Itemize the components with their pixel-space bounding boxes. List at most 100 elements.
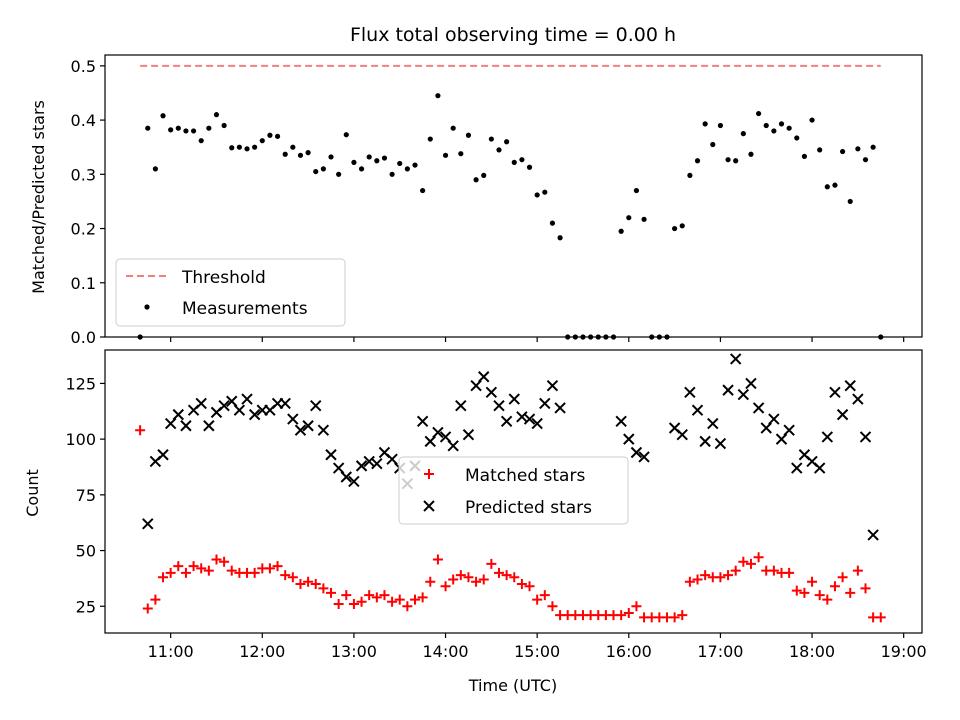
data-point-measurement bbox=[229, 145, 235, 151]
data-point-predicted bbox=[836, 408, 849, 421]
data-point-matched bbox=[532, 594, 543, 605]
bottom-axes-frame bbox=[104, 349, 923, 634]
data-point-matched bbox=[158, 572, 169, 583]
data-point-predicted bbox=[317, 424, 330, 436]
bottom-y-tick-label: 50 bbox=[76, 542, 96, 561]
data-point-matched bbox=[547, 601, 558, 612]
data-point-predicted bbox=[157, 449, 169, 461]
data-point-matched bbox=[845, 587, 856, 598]
top-y-tick-label: 0.3 bbox=[71, 165, 96, 184]
data-point-predicted bbox=[287, 413, 299, 425]
data-point-measurement bbox=[206, 125, 212, 131]
data-point-predicted bbox=[462, 428, 475, 441]
data-point-matched bbox=[348, 599, 359, 610]
legend-box bbox=[115, 258, 346, 327]
data-point-predicted bbox=[729, 353, 742, 365]
data-point-measurement bbox=[267, 132, 273, 138]
data-point-measurement bbox=[733, 158, 739, 164]
data-point-measurement bbox=[313, 168, 319, 175]
data-point-matched bbox=[753, 552, 764, 563]
data-point-measurement bbox=[366, 154, 372, 160]
data-point-predicted bbox=[859, 431, 872, 443]
bottom-x-tick-label: 15:00 bbox=[514, 642, 560, 661]
data-point-measurement bbox=[839, 148, 846, 155]
data-point-predicted bbox=[478, 371, 490, 383]
data-point-predicted bbox=[485, 386, 498, 399]
data-point-measurement bbox=[740, 131, 746, 137]
bottom-y-tick-label: 25 bbox=[76, 597, 96, 616]
bottom-x-tick-label: 19:00 bbox=[881, 642, 927, 661]
data-point-matched bbox=[684, 576, 695, 587]
data-point-matched bbox=[364, 590, 375, 601]
data-point-measurement bbox=[175, 125, 181, 131]
data-point-predicted bbox=[218, 400, 230, 412]
legend-matched-swatch bbox=[424, 469, 434, 479]
data-point-predicted bbox=[340, 471, 352, 483]
data-point-measurement bbox=[855, 146, 861, 152]
data-point-matched bbox=[738, 556, 749, 567]
data-point-measurement bbox=[397, 160, 403, 167]
data-point-predicted bbox=[500, 415, 513, 428]
data-point-matched bbox=[165, 567, 176, 578]
data-point-predicted bbox=[813, 462, 826, 474]
data-point-measurement bbox=[580, 334, 586, 340]
data-point-measurement bbox=[756, 110, 762, 117]
data-point-matched bbox=[799, 587, 810, 598]
data-point-measurement bbox=[442, 152, 449, 158]
data-point-matched bbox=[410, 594, 421, 605]
data-point-measurement bbox=[290, 144, 296, 150]
data-point-matched bbox=[135, 425, 146, 436]
data-point-measurement bbox=[725, 157, 731, 163]
series-matched-stars bbox=[135, 425, 886, 623]
data-point-matched bbox=[394, 594, 405, 605]
data-point-matched bbox=[745, 558, 756, 569]
data-point-matched bbox=[211, 554, 222, 565]
data-point-matched bbox=[677, 610, 688, 621]
data-point-measurement bbox=[748, 151, 754, 157]
data-point-measurement bbox=[717, 122, 724, 129]
data-point-matched bbox=[188, 561, 199, 572]
data-point-measurement bbox=[870, 144, 876, 150]
data-point-measurement bbox=[786, 125, 792, 131]
data-point-matched bbox=[692, 574, 703, 585]
top-axes-frame bbox=[104, 54, 923, 338]
legend-box bbox=[398, 456, 629, 525]
data-point-measurement bbox=[534, 192, 540, 198]
legend-predicted-swatch bbox=[423, 500, 435, 512]
data-point-predicted bbox=[737, 388, 750, 401]
data-point-measurement bbox=[572, 334, 578, 340]
data-point-measurement bbox=[549, 220, 556, 226]
legend-predicted-label: Predicted stars bbox=[465, 498, 592, 518]
data-point-matched bbox=[715, 572, 726, 583]
data-point-matched bbox=[509, 572, 520, 583]
data-point-predicted bbox=[783, 424, 795, 436]
data-point-predicted bbox=[195, 397, 207, 410]
data-point-predicted bbox=[745, 377, 757, 390]
data-point-measurement bbox=[641, 216, 647, 222]
data-point-matched bbox=[852, 565, 863, 576]
data-point-matched bbox=[417, 592, 428, 603]
data-point-matched bbox=[501, 570, 512, 581]
data-point-measurement bbox=[710, 141, 716, 148]
data-point-measurement bbox=[160, 113, 166, 119]
data-point-predicted bbox=[623, 433, 635, 445]
data-point-matched bbox=[341, 590, 352, 601]
data-point-predicted bbox=[546, 379, 559, 392]
data-point-predicted bbox=[638, 451, 650, 463]
data-point-measurement bbox=[511, 159, 517, 165]
data-point-measurement bbox=[236, 144, 242, 150]
bottom-y-tick-label: 100 bbox=[65, 430, 96, 449]
data-point-measurement bbox=[824, 184, 830, 190]
data-point-predicted bbox=[241, 393, 253, 405]
data-point-predicted bbox=[248, 408, 261, 421]
data-point-predicted bbox=[821, 431, 834, 443]
data-point-predicted bbox=[348, 475, 360, 488]
data-point-matched bbox=[226, 565, 237, 576]
data-point-matched bbox=[784, 567, 795, 578]
data-point-measurement bbox=[259, 138, 265, 144]
data-point-measurement bbox=[626, 215, 632, 221]
data-point-matched bbox=[875, 612, 886, 623]
data-point-matched bbox=[249, 567, 260, 578]
top-legend: Threshold Measurements bbox=[115, 258, 346, 327]
